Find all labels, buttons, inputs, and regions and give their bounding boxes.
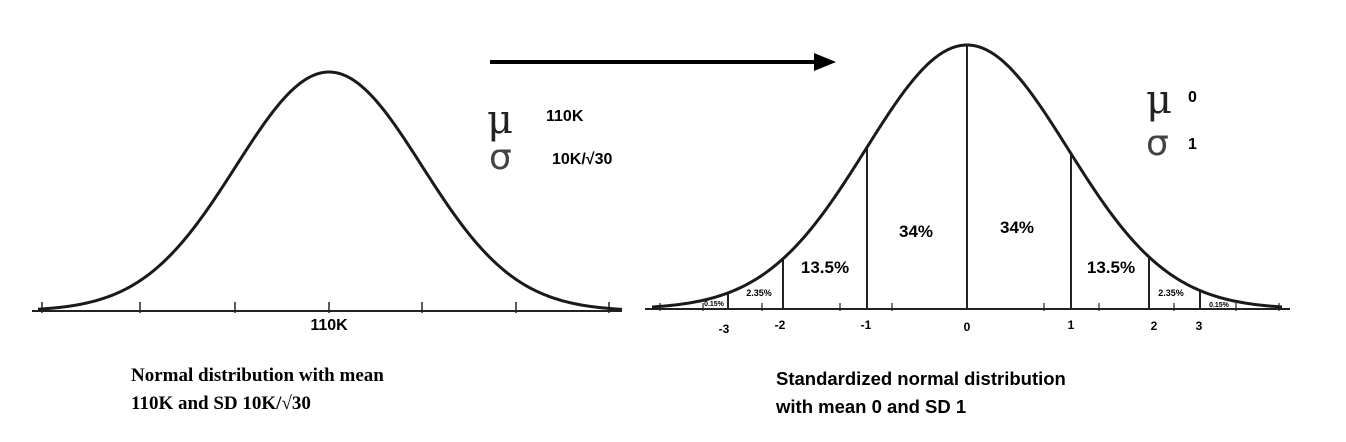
z-label-3: 3: [1196, 319, 1203, 333]
region-label-5: 13.5%: [1087, 258, 1135, 277]
right-caption: Standardized normal distribution with me…: [776, 365, 1066, 421]
sd-divider-lines: [727, 46, 1201, 309]
left-caption-line1: Normal distribution with mean: [131, 365, 384, 386]
left-sigma-symbol: σ: [489, 137, 512, 178]
z-label-2: 2: [1151, 319, 1158, 333]
right-distribution: -3 -2 -1 0 1 2 3 0.15% 2.35% 13.5% 34% 3…: [645, 43, 1290, 336]
right-sigma-symbol: σ: [1146, 123, 1169, 164]
z-label-neg2: -2: [775, 318, 786, 332]
region-label-0: 0.15%: [704, 301, 725, 308]
region-label-6: 2.35%: [1158, 288, 1184, 298]
z-label-0: 0: [964, 320, 971, 334]
region-label-4: 34%: [1000, 218, 1034, 237]
left-normal-curve: [37, 70, 623, 311]
right-mu-symbol: μ: [1146, 77, 1172, 123]
region-label-1: 2.35%: [746, 288, 772, 298]
left-distribution: 110K: [32, 70, 623, 334]
z-label-neg3: -3: [719, 322, 730, 336]
right-normal-curve: [651, 43, 1283, 309]
left-mu-value: 110K: [546, 108, 584, 125]
z-label-neg1: -1: [861, 318, 872, 332]
arrow-head-icon: [814, 53, 836, 71]
right-caption-line1: Standardized normal distribution: [776, 368, 1066, 389]
left-caption: Normal distribution with mean 110K and S…: [131, 362, 384, 418]
region-label-3: 34%: [899, 222, 933, 241]
left-sigma-value: 10K/√30: [552, 151, 613, 168]
region-label-2: 13.5%: [801, 258, 849, 277]
left-center-label: 110K: [310, 317, 348, 334]
region-label-7: 0.15%: [1209, 302, 1230, 309]
right-caption-line2: with mean 0 and SD 1: [776, 396, 967, 417]
right-mu-value: 0: [1188, 89, 1197, 106]
z-tick-labels: -3 -2 -1 0 1 2 3: [719, 318, 1203, 336]
left-mu-symbol: μ: [487, 97, 513, 143]
transform-arrow: [490, 53, 836, 71]
z-label-1: 1: [1068, 318, 1075, 332]
left-caption-line2: 110K and SD 10K/√30: [131, 393, 311, 414]
region-labels: 0.15% 2.35% 13.5% 34% 34% 13.5% 2.35% 0.…: [704, 218, 1230, 309]
left-axis-ticks: [41, 302, 610, 313]
right-sigma-value: 1: [1188, 136, 1197, 153]
